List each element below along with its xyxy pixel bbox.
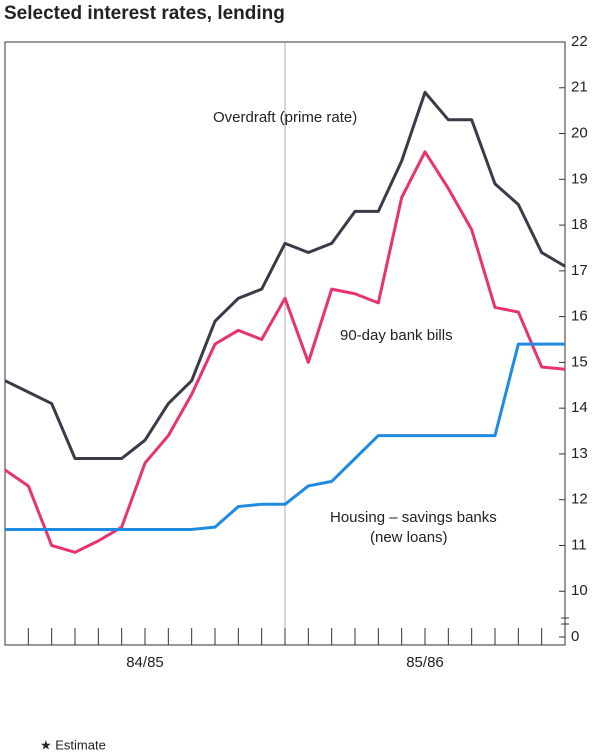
series-sublabel: (new loans) xyxy=(370,529,448,546)
y-tick-label: 13 xyxy=(571,445,588,462)
series-label: Housing – savings banks xyxy=(330,509,497,526)
y-tick-label: 15 xyxy=(571,353,588,370)
x-group-label: 84/85 xyxy=(126,654,164,671)
footnote: ★ Estimate xyxy=(40,737,106,752)
series-line xyxy=(4,150,566,554)
y-tick-label: 18 xyxy=(571,216,588,233)
y-tick-label: 11 xyxy=(571,536,587,553)
y-tick-label: 22 xyxy=(571,33,588,50)
y-tick-label: 10 xyxy=(571,582,588,599)
x-group-label: 85/86 xyxy=(406,654,444,671)
y-tick-label: 14 xyxy=(571,399,588,416)
y-tick-label: 16 xyxy=(571,308,588,325)
y-tick-label: 20 xyxy=(571,125,588,142)
chart-title: Selected interest rates, lending xyxy=(4,3,285,24)
y-tick-label: 12 xyxy=(571,491,588,508)
y-tick-label: 19 xyxy=(571,170,588,187)
series-label: 90-day bank bills xyxy=(340,327,453,344)
y-tick-label: 21 xyxy=(571,79,588,96)
series-label: Overdraft (prime rate) xyxy=(213,109,357,126)
series-line xyxy=(5,342,565,531)
y-tick-label: 17 xyxy=(571,262,588,279)
y-tick-label: 0 xyxy=(571,628,579,645)
series-line xyxy=(4,90,566,460)
